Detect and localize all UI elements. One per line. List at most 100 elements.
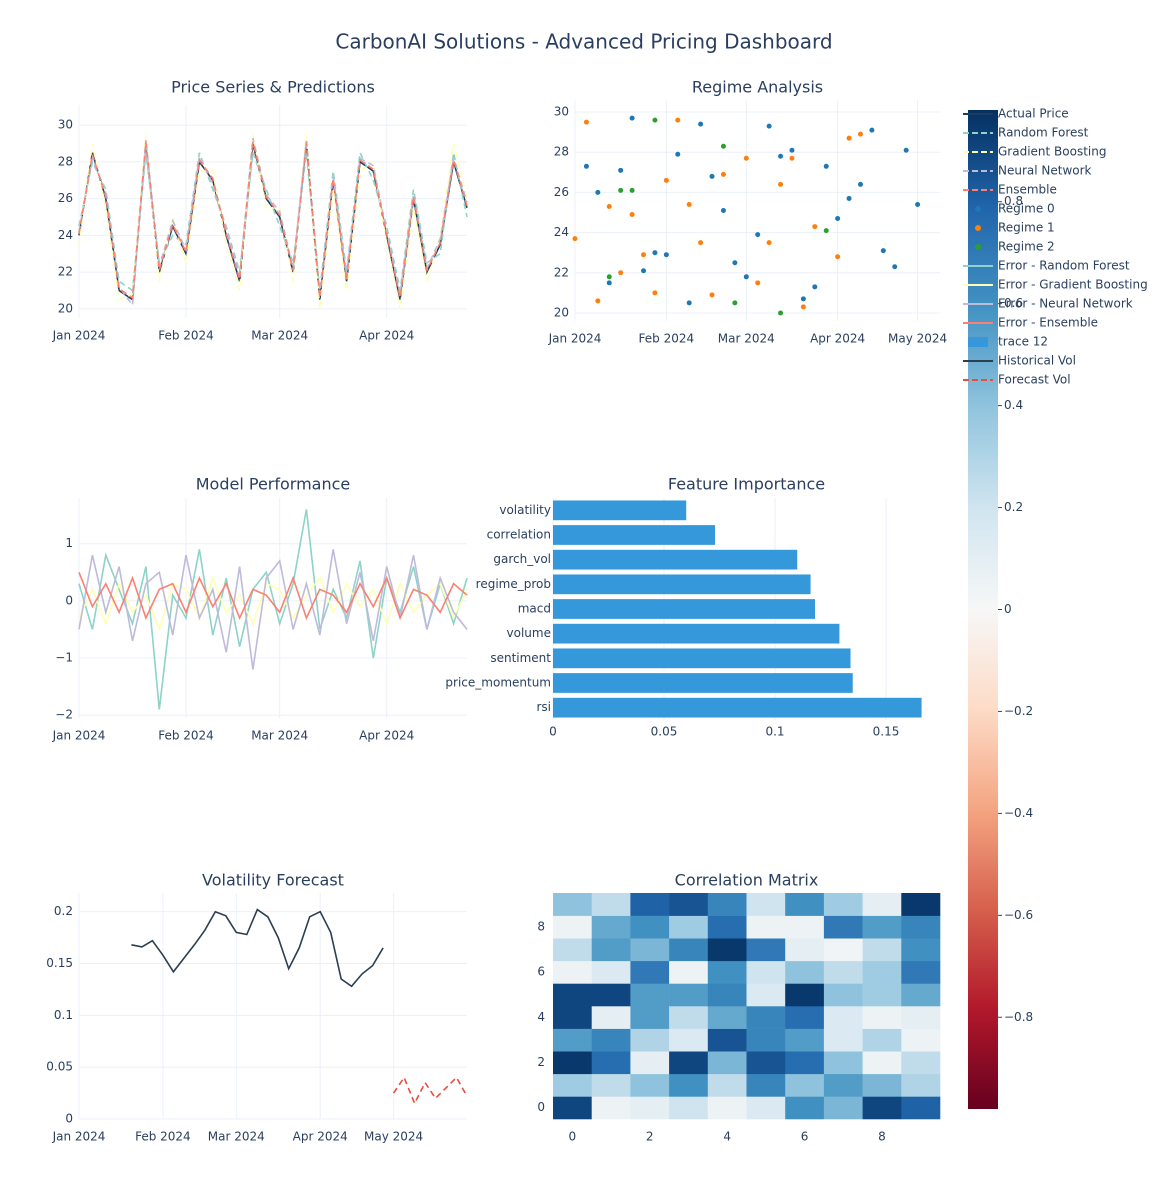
heatmap-cell	[630, 1051, 670, 1075]
heatmap-cell	[591, 893, 631, 916]
heatmap-cell	[785, 983, 825, 1007]
colorbar-tick-label: −0.6	[1004, 908, 1033, 922]
y-tick-label: correlation	[487, 528, 551, 542]
subplot-title: Model Performance	[196, 475, 351, 494]
scatter-point	[812, 224, 818, 230]
x-tick-label: Apr 2024	[810, 332, 865, 346]
heatmap-cell	[591, 1028, 631, 1052]
scatter-point	[652, 117, 658, 123]
x-tick-label: 8	[878, 1130, 886, 1144]
heatmap-cell	[823, 983, 863, 1007]
heatmap-cell	[707, 893, 747, 916]
legend-label: Gradient Boosting	[998, 145, 1106, 159]
series-line	[131, 908, 384, 988]
scatter-point	[686, 201, 692, 207]
legend-label: Actual Price	[998, 107, 1069, 121]
heatmap-cell	[862, 938, 902, 962]
y-tick-label: 26	[58, 191, 73, 205]
y-tick-label: 4	[537, 1010, 545, 1024]
y-tick-label: macd	[518, 602, 551, 616]
heatmap-cell	[630, 1028, 670, 1052]
y-tick-label: 28	[554, 145, 569, 159]
heatmap-cell	[707, 1096, 747, 1120]
scatter-point	[892, 264, 898, 270]
y-tick-label: 30	[554, 105, 569, 119]
y-tick-label: 1	[65, 536, 73, 550]
heatmap-cell	[591, 938, 631, 962]
heatmap-cell	[591, 983, 631, 1007]
heatmap-cell	[630, 938, 670, 962]
scatter-point	[743, 274, 749, 280]
y-tick-label: 20	[58, 301, 73, 315]
legend-label: Regime 2	[998, 240, 1055, 254]
x-tick-label: 0.15	[873, 725, 900, 739]
subplot-title: Correlation Matrix	[675, 871, 819, 890]
scatter-point	[880, 248, 886, 254]
heatmap-cell	[901, 960, 941, 984]
heatmap-cell	[862, 1028, 902, 1052]
y-tick-label: 28	[58, 154, 73, 168]
heatmap-cell	[707, 938, 747, 962]
y-tick-label: −2	[55, 708, 73, 722]
heatmap-cell	[746, 915, 786, 939]
heatmap-cell	[785, 1096, 825, 1120]
heatmap-cell	[823, 1028, 863, 1052]
scatter-point	[789, 147, 795, 153]
colorbar-tick-label: −0.8	[1004, 1010, 1033, 1024]
scatter-point	[823, 228, 829, 234]
heatmap-cell	[901, 983, 941, 1007]
y-tick-label: 26	[554, 185, 569, 199]
scatter-point	[720, 208, 726, 213]
legend-label: Ensemble	[998, 183, 1057, 197]
scatter-point	[778, 310, 784, 316]
heatmap-cell	[591, 960, 631, 984]
scatter-point	[720, 171, 726, 177]
y-tick-label: garch_vol	[493, 552, 551, 566]
y-tick-label: 0.05	[46, 1060, 73, 1074]
legend-marker	[968, 337, 988, 347]
legend-label: trace 12	[998, 335, 1048, 349]
heatmap-cell	[862, 1096, 902, 1120]
heatmap-cell	[746, 938, 786, 962]
y-tick-label: volatility	[499, 503, 551, 517]
x-tick-label: Apr 2024	[293, 1130, 348, 1144]
heatmap-cell	[707, 983, 747, 1007]
heatmap-cell	[785, 960, 825, 984]
legend-marker	[975, 244, 981, 250]
x-tick-label: 2	[646, 1130, 654, 1144]
legend-label: Historical Vol	[998, 354, 1076, 368]
colorbar-tick-label: −0.2	[1004, 704, 1033, 718]
heatmap-cell	[630, 893, 670, 916]
scatter-point	[766, 123, 772, 129]
scatter-point	[755, 232, 761, 238]
heatmap-cell	[862, 893, 902, 916]
heatmap-cell	[823, 915, 863, 939]
heatmap-cell	[823, 1051, 863, 1075]
heatmap-cell	[746, 1006, 786, 1029]
scatter-point	[766, 240, 772, 246]
heatmap-cell	[553, 960, 592, 984]
x-tick-label: Mar 2024	[251, 329, 308, 343]
heatmap-cell	[591, 1073, 631, 1097]
series-line	[78, 141, 468, 300]
subplot-title: Regime Analysis	[692, 78, 823, 97]
y-tick-label: 2	[537, 1055, 545, 1069]
heatmap-cell	[553, 893, 592, 916]
heatmap-cell	[862, 983, 902, 1007]
scatter-point	[629, 187, 635, 193]
y-tick-label: 20	[554, 305, 569, 319]
scatter-point	[652, 250, 658, 256]
heatmap-cell	[630, 960, 670, 984]
colorbar-tick-label: 0.2	[1004, 500, 1023, 514]
scatter-point	[823, 163, 829, 169]
heatmap-cell	[553, 1028, 592, 1052]
scatter-point	[800, 304, 806, 310]
scatter-point	[629, 212, 635, 218]
series-line	[78, 572, 468, 621]
scatter-point	[915, 201, 921, 207]
legend-label: Neural Network	[998, 164, 1092, 178]
scatter-point	[835, 216, 841, 222]
heatmap-cell	[553, 1096, 592, 1120]
heatmap-cell	[707, 1051, 747, 1075]
heatmap-cell	[746, 960, 786, 984]
